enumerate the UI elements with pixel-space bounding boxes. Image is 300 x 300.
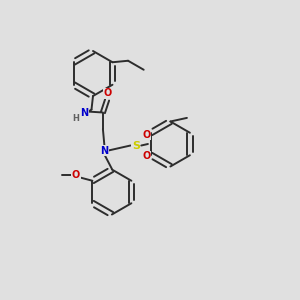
Text: O: O xyxy=(72,170,80,180)
Text: O: O xyxy=(142,151,151,161)
Text: N: N xyxy=(100,146,109,156)
Text: H: H xyxy=(72,114,79,123)
Text: O: O xyxy=(103,88,112,98)
Text: O: O xyxy=(142,130,151,140)
Text: S: S xyxy=(132,140,140,151)
Text: N: N xyxy=(80,108,88,118)
